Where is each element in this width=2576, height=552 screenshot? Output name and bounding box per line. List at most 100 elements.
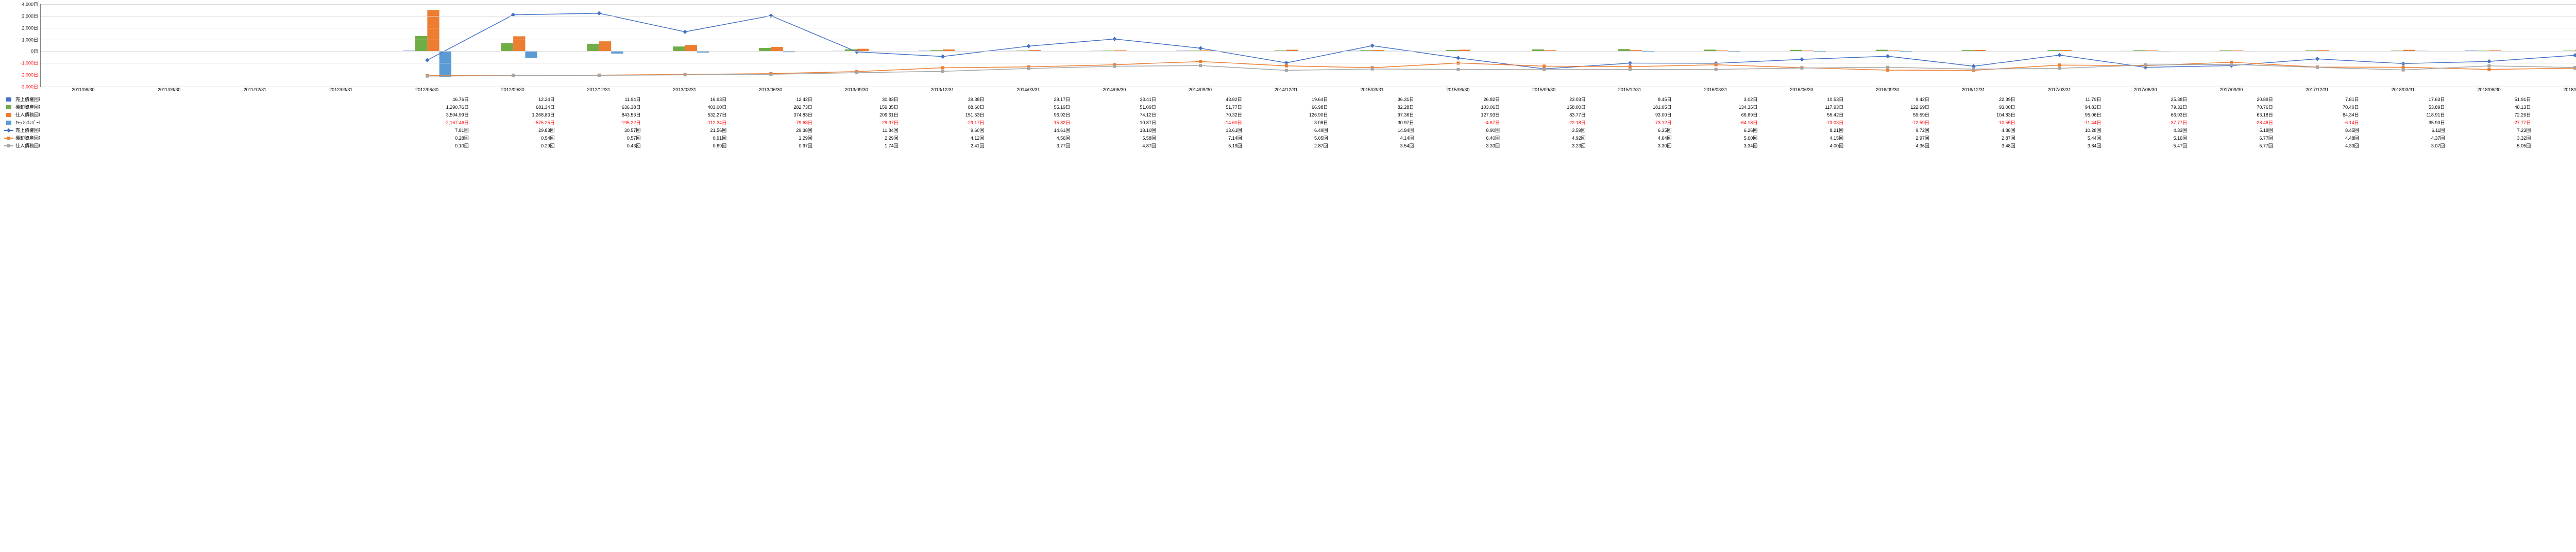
x-tick-label: 2016/12/31 (1962, 87, 1985, 92)
marker-inventory_turnover (1285, 64, 1288, 68)
marker-payable_turnover (1371, 68, 1374, 71)
cell: 63.18日 (2188, 111, 2274, 119)
row-header-sales_receivable_days: 売上債権回転期間 (4, 95, 40, 103)
marker-payable_turnover (2058, 67, 2061, 70)
cell: 4.88回 (1930, 126, 2016, 134)
cell: 39.38日 (900, 95, 986, 103)
marker-inventory_turnover (2058, 63, 2061, 66)
chart-area: -3,000日-2,000日-1,000日0日1,000日2,000日3,000… (40, 4, 2576, 87)
cell: 9.72回 (1844, 126, 1930, 134)
cell (40, 119, 126, 126)
cell (40, 126, 126, 134)
cell: 29.17日 (985, 95, 1071, 103)
cell: 6.77回 (2188, 134, 2274, 142)
cell: 0.97回 (727, 142, 814, 149)
marker-payable_turnover (2316, 66, 2319, 69)
cell: 6.49回 (1243, 126, 1329, 134)
cell: 0.10回 (384, 142, 470, 149)
marker-receivable_turnover (2143, 65, 2147, 69)
marker-receivable_turnover (1198, 46, 1202, 50)
cell: 74.12日 (1071, 111, 1157, 119)
cell: 3,504.99日 (384, 111, 470, 119)
marker-payable_turnover (855, 71, 858, 74)
cell: -15.82日 (985, 119, 1071, 126)
cell: 79.32日 (2102, 103, 2188, 111)
row-header-receivable_turnover: 売上債権回転率 (4, 126, 40, 134)
cell: 2.87回 (1243, 142, 1329, 149)
cell: 14.61回 (985, 126, 1071, 134)
cell: -79.68日 (727, 119, 814, 126)
cell: 636.38日 (556, 103, 642, 111)
cell: 93.00日 (1587, 111, 1673, 119)
marker-inventory_turnover (2144, 64, 2147, 67)
cell: 30.97日 (1329, 119, 1415, 126)
cell: 66.98日 (1243, 103, 1329, 111)
marker-inventory_turnover (1543, 64, 1546, 68)
cell: 12.24日 (470, 95, 556, 103)
cell: 5.16回 (2102, 134, 2188, 142)
cell (126, 134, 212, 142)
bar-payable_days (513, 36, 525, 51)
cell: 5.05回 (2446, 142, 2532, 149)
x-tick-label: 2018/03/31 (2392, 87, 2415, 92)
y-left-tick: -1,000日 (10, 60, 38, 66)
cell (298, 134, 384, 142)
cell: 5.44回 (2016, 134, 2103, 142)
cell: 43.82日 (1157, 95, 1243, 103)
series-label: 仕入債務回転率 (15, 143, 40, 148)
cell: 26.82日 (1415, 95, 1501, 103)
table-row: 仕入債務回転率0.10回0.29回0.43回0.69回0.97回1.74回2.4… (4, 142, 2576, 149)
marker-receivable_turnover (1972, 64, 1976, 68)
marker-receivable_turnover (597, 11, 601, 15)
cell: 53.89日 (2360, 103, 2446, 111)
cell: 25.38日 (2102, 95, 2188, 103)
cell: 21.56回 (641, 126, 727, 134)
x-tick-label: 2017/06/30 (2133, 87, 2157, 92)
y-left-tick: 2,000日 (10, 24, 38, 31)
cell: 19.64日 (1243, 95, 1329, 103)
cell: 10.28回 (2016, 126, 2103, 134)
cell: -27.77日 (2446, 119, 2532, 126)
cell: -72.59日 (1844, 119, 1930, 126)
cell: 86.11日 (2532, 111, 2576, 119)
y-left-tick: -3,000日 (10, 83, 38, 90)
x-tick-label: 2013/12/31 (931, 87, 954, 92)
cell (298, 142, 384, 149)
cell: 374.83日 (727, 111, 814, 119)
marker-inventory_turnover (2573, 66, 2576, 70)
cell: 4.87回 (1071, 142, 1157, 149)
cell: 48.13日 (2446, 103, 2532, 111)
x-tick-label: 2013/06/30 (759, 87, 782, 92)
cell: 22.39日 (1930, 95, 2016, 103)
cell: 84.34日 (2274, 111, 2360, 119)
row-header-inventory_days: 棚卸資産回転期間 (4, 103, 40, 111)
cell: 11.84回 (814, 126, 900, 134)
marker-payable_turnover (1629, 68, 1632, 71)
cell: 103.06日 (1415, 103, 1501, 111)
cell: 49.35日 (2532, 103, 2576, 111)
y-left-tick: 1,000日 (10, 36, 38, 43)
cell: 1,290.76日 (384, 103, 470, 111)
cell: 16.93日 (641, 95, 727, 103)
cell: 82.28日 (1329, 103, 1415, 111)
cell: 181.05日 (1587, 103, 1673, 111)
cell (212, 126, 298, 134)
cell: 11.79日 (2016, 95, 2103, 103)
cell (212, 95, 298, 103)
cell (212, 111, 298, 119)
marker-payable_turnover (1543, 68, 1546, 71)
marker-payable_turnover (1972, 68, 1975, 71)
cell (212, 142, 298, 149)
cell: 14.84回 (1329, 126, 1415, 134)
cell: 4.56回 (985, 134, 1071, 142)
cell: 2.97回 (1844, 134, 1930, 142)
cell: 532.27日 (641, 111, 727, 119)
cell: 3.77回 (985, 142, 1071, 149)
x-tick-label: 2012/12/31 (587, 87, 611, 92)
series-label: 売上債権回転率 (15, 128, 40, 133)
marker-inventory_turnover (855, 70, 858, 73)
cell: 5.60回 (1673, 134, 1759, 142)
cell: 158.00日 (1501, 103, 1587, 111)
marker-receivable_turnover (425, 58, 429, 62)
cell: 70.40日 (2274, 103, 2360, 111)
